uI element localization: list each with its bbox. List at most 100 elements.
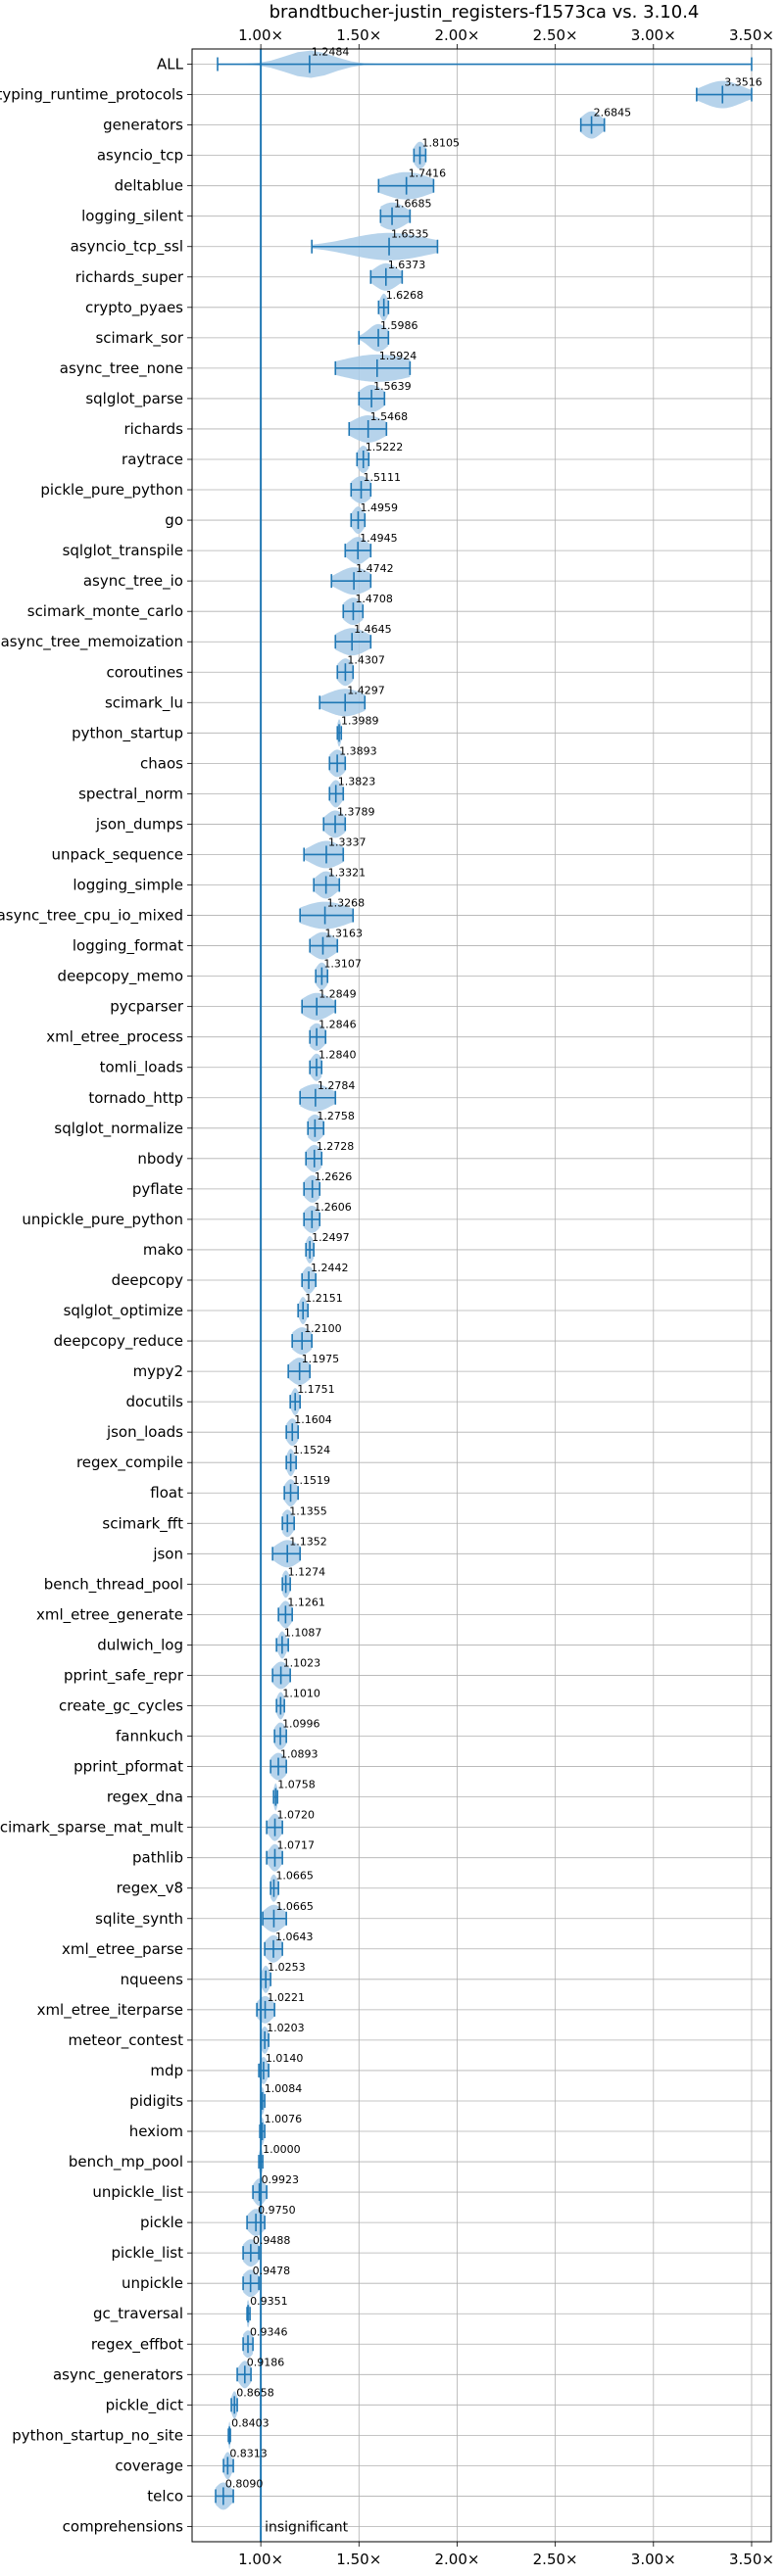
x-tick-label-bottom: 2.50× (533, 2551, 578, 2568)
x-tick-label-bottom: 3.50× (729, 2551, 774, 2568)
category-label: typing_runtime_protocols (0, 86, 183, 105)
value-label: 1.3823 (338, 775, 376, 787)
category-label: scimark_fft (102, 1514, 183, 1533)
category-label: spectral_norm (78, 785, 183, 803)
value-label: 1.2849 (318, 988, 357, 1001)
category-label: regex_v8 (117, 1880, 183, 1898)
label-layer: 1.00× 1.00× 1.50× 1.50× 2.00× 2.00× 2.50× 2.50×… (0, 26, 774, 2568)
category-label: tomli_loads (100, 1059, 184, 1077)
value-label: 1.2497 (312, 1231, 350, 1244)
value-label: 1.5222 (366, 441, 404, 453)
value-label: 1.1261 (287, 1596, 325, 1608)
value-label: 1.1751 (297, 1383, 335, 1396)
category-label: scimark_sor (95, 329, 183, 348)
value-label: 1.8105 (421, 137, 460, 150)
value-label: 1.0665 (275, 1870, 314, 1883)
value-label: 1.0665 (275, 1900, 314, 1913)
value-label: 1.1975 (302, 1353, 340, 1365)
value-label: 1.3989 (341, 714, 379, 727)
value-label: 0.8313 (229, 2447, 268, 2459)
value-label: 1.0996 (282, 1718, 320, 1731)
category-label: xml_etree_generate (36, 1605, 183, 1624)
category-label: json_dumps (95, 815, 183, 834)
value-label: 1.2758 (317, 1110, 355, 1122)
value-label: 1.4959 (360, 501, 398, 514)
category-label: deepcopy_memo (58, 968, 183, 986)
value-label: 1.4307 (347, 653, 385, 666)
category-label: generators (103, 117, 183, 134)
category-label: gc_traversal (93, 2305, 183, 2323)
category-label: logging_format (73, 937, 183, 956)
category-label: ALL (157, 56, 184, 73)
category-label: pprint_pformat (74, 1758, 183, 1777)
category-label: sqlglot_parse (85, 390, 183, 408)
category-label: comprehensions (63, 2517, 184, 2535)
category-label: sqlglot_optimize (64, 1302, 183, 1320)
value-label: 0.8658 (236, 2386, 274, 2399)
value-label: 1.0221 (268, 1991, 306, 2004)
category-label: python_startup (72, 724, 183, 742)
category-label: dulwich_log (97, 1636, 183, 1654)
value-label: 1.1023 (283, 1656, 321, 1669)
value-label: 1.3268 (327, 897, 366, 910)
category-label: pyflate (132, 1180, 183, 1198)
value-label: 1.0758 (277, 1779, 316, 1791)
value-label: 1.6535 (391, 228, 429, 241)
value-label: 1.0203 (267, 2022, 305, 2034)
value-label: 1.1604 (294, 1413, 332, 1426)
value-label: 2.6845 (594, 107, 632, 119)
category-label: float (150, 1484, 183, 1502)
category-label: json_loads (106, 1423, 183, 1442)
category-label: sqlite_synth (95, 1910, 183, 1929)
x-tick-label-top: 3.50× (729, 26, 774, 44)
category-label: async_tree_cpu_io_mixed (0, 907, 183, 926)
grid-layer (187, 44, 771, 2547)
category-label: pickle_pure_python (40, 481, 183, 500)
category-label: create_gc_cycles (59, 1696, 183, 1715)
category-label: xml_etree_process (46, 1028, 183, 1047)
category-label: nbody (137, 1150, 183, 1168)
category-label: mdp (150, 2062, 183, 2079)
value-label: 1.2151 (305, 1292, 343, 1305)
value-label: 1.1355 (289, 1504, 327, 1517)
value-label: 0.9186 (247, 2356, 284, 2368)
category-label: coverage (115, 2457, 183, 2474)
value-label: 1.7416 (409, 167, 447, 180)
category-label: crypto_pyaes (85, 299, 183, 317)
category-label: telco (147, 2487, 183, 2504)
category-label: pathlib (132, 1849, 183, 1867)
category-label: json (152, 1545, 183, 1562)
insignificant-annotation: insignificant (265, 2519, 349, 2535)
value-label: 1.4945 (360, 532, 398, 545)
value-label: 1.4297 (347, 684, 385, 696)
category-label: unpack_sequence (52, 845, 183, 864)
category-label: richards (123, 420, 183, 438)
value-label: 1.2100 (304, 1322, 342, 1335)
value-label: 1.2846 (318, 1019, 357, 1031)
category-label: pycparser (110, 998, 184, 1016)
value-label: 1.3321 (328, 867, 367, 880)
value-label: 1.0076 (265, 2113, 303, 2125)
value-label: 0.9923 (262, 2173, 300, 2186)
category-label: hexiom (129, 2123, 183, 2140)
x-tick-label-top: 3.00× (631, 26, 676, 44)
category-label: sqlglot_transpile (63, 542, 183, 560)
category-label: coroutines (106, 663, 183, 681)
value-label: 1.6268 (386, 289, 424, 302)
value-label: 1.5468 (370, 410, 409, 423)
category-label: sqlglot_normalize (54, 1120, 183, 1138)
category-label: bench_thread_pool (44, 1575, 183, 1594)
value-label: 1.6373 (388, 259, 426, 271)
category-label: deepcopy (112, 1271, 183, 1289)
category-label: pickle_list (111, 2244, 183, 2263)
category-label: scimark_sparse_mat_mult (0, 1819, 183, 1837)
category-label: pidigits (129, 2092, 183, 2110)
value-label: 1.5111 (364, 471, 402, 484)
category-label: logging_silent (81, 208, 183, 226)
value-label: 1.0253 (268, 1961, 306, 1974)
category-label: async_tree_none (60, 359, 183, 378)
value-label: 1.3789 (337, 805, 375, 818)
category-label: deltablue (115, 177, 183, 195)
value-label: 0.9750 (258, 2204, 296, 2217)
value-label: 0.9346 (250, 2325, 288, 2338)
